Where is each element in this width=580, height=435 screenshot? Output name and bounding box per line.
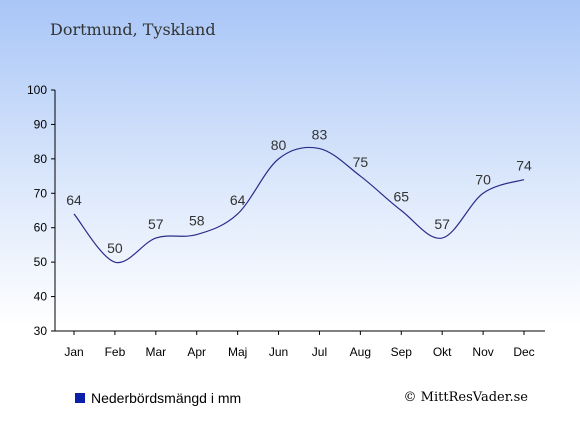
y-tick-label: 40 <box>34 290 48 304</box>
x-tick-label: Apr <box>187 345 206 359</box>
x-tick-label: Sep <box>391 345 413 359</box>
data-label: 57 <box>434 216 450 232</box>
data-label: 64 <box>230 192 246 208</box>
chart-data-labels: 64 50 57 58 64 80 83 75 65 57 70 74 <box>66 127 532 257</box>
data-label: 65 <box>393 189 409 205</box>
x-tick-label: Jan <box>64 345 83 359</box>
x-tick-label: Feb <box>105 345 126 359</box>
data-label: 75 <box>353 154 369 170</box>
chart-axes: 30 40 50 60 70 80 90 100 Jan Feb Mar Apr Maj Jun Jul Au… <box>27 83 545 359</box>
y-tick-label: 90 <box>34 117 48 131</box>
page-title: Dortmund, Tyskland <box>50 20 216 39</box>
x-tick-label: Mar <box>145 345 166 359</box>
data-label: 74 <box>516 158 532 174</box>
data-label: 80 <box>271 137 287 153</box>
y-tick-label: 60 <box>34 221 48 235</box>
x-tick-label: Jun <box>269 345 288 359</box>
series-line <box>73 146 525 264</box>
legend: Nederbördsmängd i mm <box>75 390 241 406</box>
x-tick-label: Okt <box>433 345 452 359</box>
data-label: 58 <box>189 213 205 229</box>
data-label: 83 <box>312 127 328 143</box>
data-label: 50 <box>107 240 123 256</box>
x-tick-label: Dec <box>513 345 534 359</box>
data-label: 57 <box>148 216 164 232</box>
chart-series <box>73 146 525 264</box>
x-tick-label: Aug <box>350 345 371 359</box>
y-tick-label: 80 <box>34 152 48 166</box>
y-tick-label: 70 <box>34 186 48 200</box>
data-label: 64 <box>66 192 82 208</box>
x-tick-label: Nov <box>472 345 493 359</box>
data-label: 70 <box>475 171 491 187</box>
copyright-text: © MittResVader.se <box>403 390 528 405</box>
legend-label: Nederbördsmängd i mm <box>91 390 242 406</box>
y-tick-label: 50 <box>34 255 48 269</box>
x-tick-label: Maj <box>228 345 247 359</box>
y-tick-label: 100 <box>27 83 47 97</box>
x-tick-label: Jul <box>312 345 327 359</box>
legend-swatch <box>75 393 85 403</box>
y-tick-label: 30 <box>34 324 48 338</box>
